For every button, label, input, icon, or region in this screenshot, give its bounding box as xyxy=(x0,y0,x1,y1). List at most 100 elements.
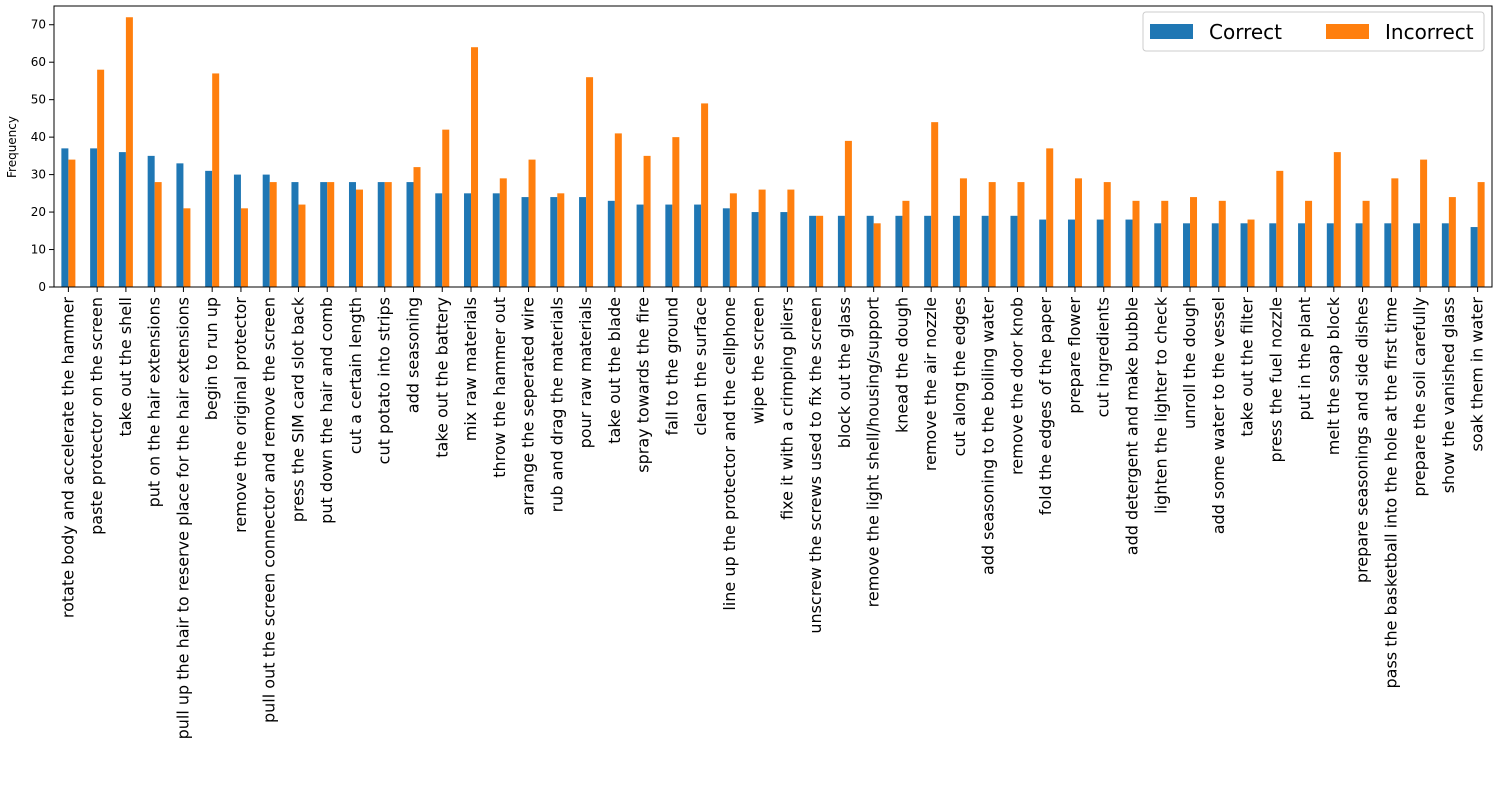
bar-correct-29 xyxy=(895,215,903,287)
bar-incorrect-10 xyxy=(355,189,363,287)
x-category-label: clean the surface xyxy=(691,297,710,436)
bar-correct-9 xyxy=(320,182,328,287)
bar-correct-5 xyxy=(205,170,213,287)
bar-incorrect-40 xyxy=(1218,200,1226,287)
x-category-label: unscrew the screws used to fix the scree… xyxy=(806,297,825,634)
bar-correct-11 xyxy=(377,182,385,287)
bar-correct-20 xyxy=(636,204,644,287)
bar-incorrect-2 xyxy=(125,17,133,288)
bar-correct-13 xyxy=(435,193,443,287)
bar-incorrect-44 xyxy=(1333,152,1341,287)
x-category-label: prepare the soil carefully xyxy=(1410,297,1429,497)
bar-incorrect-3 xyxy=(154,182,162,287)
x-category-label: cut a certain length xyxy=(346,297,365,454)
bar-correct-42 xyxy=(1269,223,1277,287)
x-category-label: pass the basketball into the hole at the… xyxy=(1381,297,1400,689)
bar-correct-17 xyxy=(550,197,558,287)
bar-correct-6 xyxy=(233,174,241,287)
bar-correct-48 xyxy=(1441,223,1449,287)
bar-correct-38 xyxy=(1154,223,1162,287)
bar-correct-14 xyxy=(464,193,472,287)
x-category-label: press the SIM card slot back xyxy=(288,296,307,522)
bar-correct-21 xyxy=(665,204,673,287)
y-tick-label: 60 xyxy=(31,55,46,69)
bar-correct-39 xyxy=(1183,223,1191,287)
legend-frame xyxy=(1142,11,1485,52)
bar-incorrect-6 xyxy=(240,208,248,287)
legend-swatch-incorrect xyxy=(1326,24,1369,39)
bar-incorrect-47 xyxy=(1420,159,1428,287)
bar-incorrect-12 xyxy=(413,167,421,287)
y-tick-label: 70 xyxy=(31,18,46,32)
x-category-label: mix raw materials xyxy=(461,297,480,441)
x-category-label: rotate body and accelerate the hammer xyxy=(58,297,77,619)
x-category-label: paste protector on the screen xyxy=(87,297,106,535)
x-category-label: cut ingredients xyxy=(1094,297,1113,417)
bar-incorrect-9 xyxy=(327,182,335,287)
bar-incorrect-36 xyxy=(1103,182,1111,287)
x-category-label: wipe the screen xyxy=(749,297,768,424)
bar-correct-7 xyxy=(262,174,270,287)
bar-incorrect-14 xyxy=(471,47,479,288)
bar-incorrect-34 xyxy=(1046,148,1054,287)
bar-correct-15 xyxy=(492,193,500,287)
bar-incorrect-33 xyxy=(1017,182,1025,287)
x-category-label: remove the door knob xyxy=(1007,297,1026,475)
x-category-label: prepare flower xyxy=(1065,297,1084,414)
bar-correct-49 xyxy=(1470,227,1478,287)
bar-incorrect-5 xyxy=(212,73,220,287)
x-category-label: pour raw materials xyxy=(576,297,595,448)
bar-incorrect-16 xyxy=(528,159,536,287)
bar-incorrect-35 xyxy=(1074,178,1082,287)
x-category-label: begin to run up xyxy=(202,297,221,420)
x-category-label: add some water to the vessel xyxy=(1209,297,1228,534)
bar-incorrect-15 xyxy=(499,178,507,287)
bar-incorrect-21 xyxy=(672,137,680,287)
x-category-label: fall to the ground xyxy=(662,297,681,436)
bar-correct-36 xyxy=(1096,219,1104,287)
plot-frame xyxy=(53,5,1493,288)
bar-correct-32 xyxy=(981,215,989,287)
y-tick-label: 50 xyxy=(31,93,46,107)
x-category-label: cut along the edges xyxy=(950,297,969,456)
bar-correct-23 xyxy=(722,208,730,287)
bar-incorrect-31 xyxy=(959,178,967,287)
bar-correct-35 xyxy=(1067,219,1075,287)
y-tick-label: 20 xyxy=(31,205,46,219)
bar-incorrect-37 xyxy=(1132,200,1140,287)
x-category-label: add seasoning xyxy=(404,297,423,413)
bar-incorrect-11 xyxy=(384,182,392,287)
bar-incorrect-28 xyxy=(873,223,881,287)
bar-correct-34 xyxy=(1039,219,1047,287)
x-category-label: throw the hammer out xyxy=(490,297,509,478)
x-category-label: fold the edges of the paper xyxy=(1036,297,1055,516)
labels-layer: 0 10 20 30 40 50 60 70 rotate body and accelerat… xyxy=(31,18,1487,740)
x-category-label: rub and drag the materials xyxy=(547,297,566,512)
bar-incorrect-45 xyxy=(1362,200,1370,287)
bar-incorrect-41 xyxy=(1247,219,1255,287)
y-tick-label: 40 xyxy=(31,130,46,144)
bar-incorrect-29 xyxy=(902,200,910,287)
bar-incorrect-7 xyxy=(269,182,277,287)
bar-correct-26 xyxy=(809,215,817,287)
x-category-label: take out the filter xyxy=(1238,297,1257,437)
bar-incorrect-27 xyxy=(844,140,852,287)
legend: Correct Incorrect xyxy=(1142,11,1485,52)
x-category-label: take out the battery xyxy=(432,297,451,458)
bar-incorrect-18 xyxy=(586,77,594,287)
x-category-label: take out the blade xyxy=(605,297,624,444)
bar-correct-37 xyxy=(1125,219,1133,287)
x-category-label: press the fuel nozzle xyxy=(1266,297,1285,463)
axes-layer xyxy=(49,5,1493,292)
x-category-label: cut potato into strips xyxy=(375,297,394,464)
x-category-label: remove the light shell/housing/support xyxy=(864,297,883,607)
x-category-label: line up the protector and the cellphone xyxy=(720,297,739,611)
bar-correct-44 xyxy=(1326,223,1334,287)
x-category-label: put down the hair and comb xyxy=(317,297,336,524)
x-category-label: put in the plant xyxy=(1295,297,1314,421)
y-tick-label: 10 xyxy=(31,243,46,257)
bar-correct-16 xyxy=(521,197,529,287)
x-category-label: arrange the seperated wire xyxy=(519,297,538,516)
y-axis-title: Frequency xyxy=(5,116,19,178)
